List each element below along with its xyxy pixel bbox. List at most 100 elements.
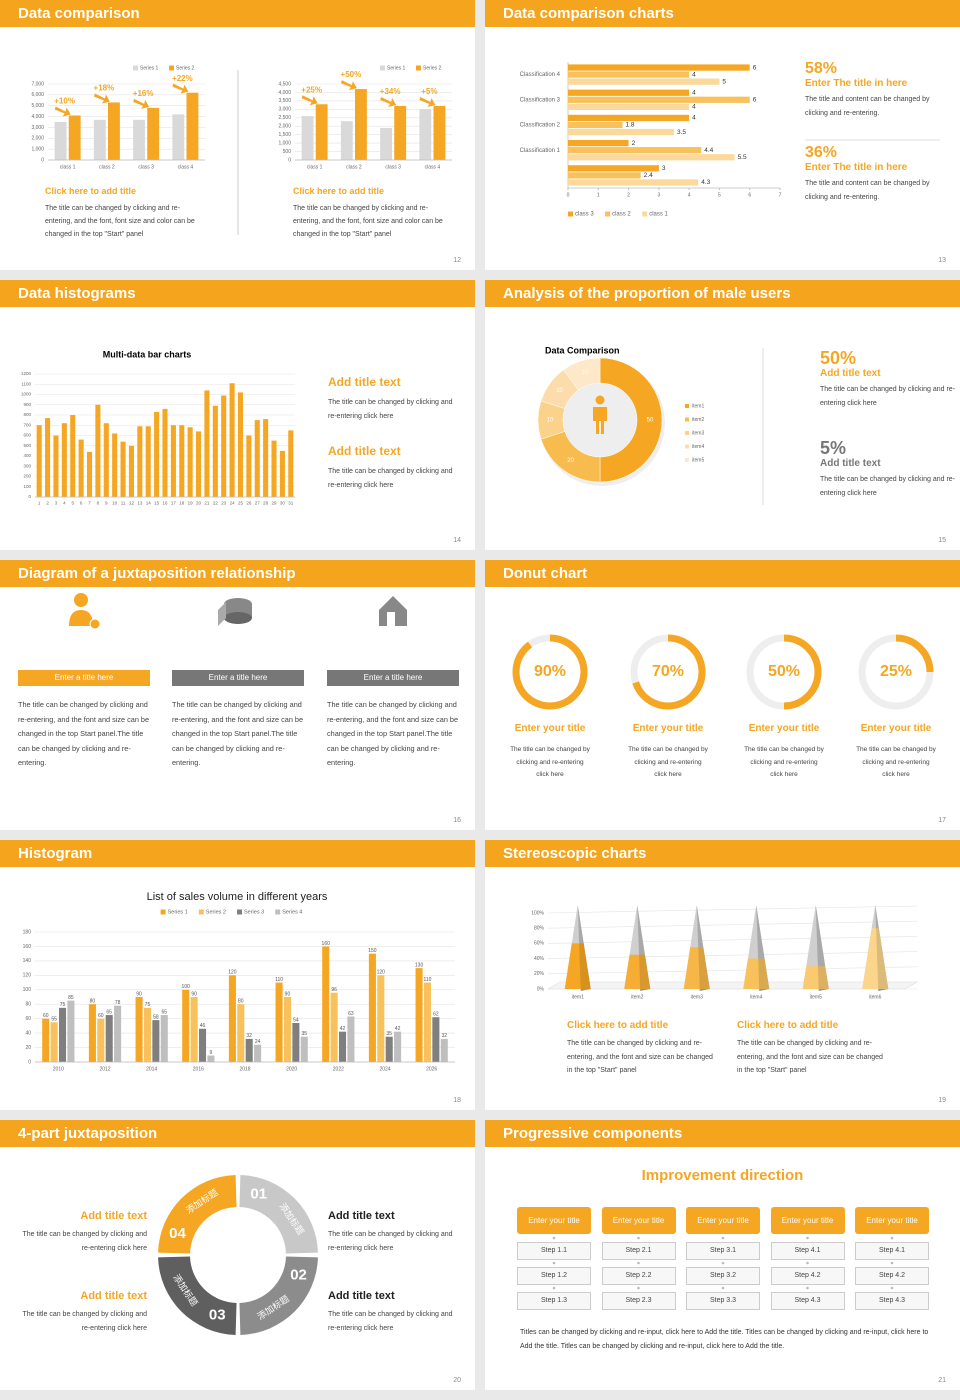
bar (263, 419, 269, 497)
column-text: The title can be changed by clicking and… (510, 746, 590, 778)
legend-swatch (237, 909, 242, 915)
x-tick-label: item1 (572, 994, 584, 1000)
block-text: The title can be changed by clicking and… (22, 1311, 147, 1332)
step: Step 4.2 (855, 1267, 929, 1285)
bar (112, 433, 118, 497)
block-heading: Add title text (328, 375, 401, 389)
bar (568, 114, 690, 122)
bar (271, 440, 277, 497)
block-heading: Add title text (80, 1290, 147, 1302)
bar (128, 445, 134, 497)
y-tick-label: 5,000 (31, 103, 44, 109)
step: Step 3.2 (686, 1267, 760, 1285)
page-number: 16 (453, 817, 461, 824)
ring-arc (632, 634, 706, 710)
step: Step 3.1 (686, 1242, 760, 1260)
x-tick-label: 27 (255, 501, 261, 506)
bar (245, 1038, 253, 1062)
x-tick-label: 2026 (426, 1066, 437, 1072)
page-number: 17 (938, 817, 946, 824)
bar (568, 147, 702, 154)
value-label: 9 (210, 1050, 213, 1056)
category-label: Classification 3 (520, 97, 561, 103)
bar (196, 431, 202, 497)
bar (347, 1016, 355, 1062)
bar (330, 992, 338, 1062)
x-tick-label: 30 (280, 501, 286, 506)
bar (182, 989, 190, 1062)
cone-fill-shade (817, 966, 829, 991)
bar (187, 427, 193, 497)
bar (433, 105, 446, 160)
block-text: The title can be changed by clicking and… (328, 468, 453, 489)
ring-label: 50% (768, 663, 800, 680)
column-heading: Enter your title (748, 723, 820, 734)
bar (42, 1018, 50, 1062)
y-tick-label: 0 (41, 157, 44, 163)
x-tick-label: 16 (162, 501, 168, 506)
connector-dot (806, 1236, 809, 1240)
grid-line (547, 951, 918, 959)
category-label: Classification 2 (520, 123, 561, 129)
bar (275, 982, 283, 1062)
block-text: The title can be changed by clicking and… (328, 1311, 453, 1332)
legend-label: Series 1 (168, 909, 188, 915)
x-tick-label: 3 (657, 192, 660, 198)
y-tick-label: 4,000 (31, 114, 44, 120)
x-tick-label: 2024 (379, 1066, 390, 1072)
value-label: 4.3 (701, 179, 710, 186)
value-label: 42 (340, 1026, 346, 1032)
y-tick-label: 2,000 (31, 136, 44, 142)
bar (108, 102, 120, 160)
ring-label: 70% (652, 663, 684, 680)
slide-graphics: 90% 70% 50% 25% (512, 634, 934, 710)
column-heading: Enter your title (860, 723, 932, 734)
slide-graphics: Data Comparison 50 item1 20 item2 10 item3 10 it… (537, 345, 764, 505)
x-tick-label: 6 (748, 192, 751, 198)
slide: 0 1,000 2,000 3,000 4,000 5,000 6,000 7,000 clas… (0, 0, 475, 270)
x-tick-label: 5 (718, 192, 721, 198)
block-heading: Add title text (328, 1210, 395, 1222)
bar (315, 104, 328, 160)
page-number: 14 (453, 537, 461, 544)
bar (199, 1028, 207, 1062)
slide-title: Data comparison charts (503, 5, 674, 22)
x-tick-label: 26 (246, 501, 252, 506)
x-tick-label: 4 (63, 501, 66, 506)
bar (70, 415, 76, 497)
step-title: Enter your title (770, 1207, 845, 1234)
block-heading: Click here to add title (293, 186, 385, 196)
y-tick-label: 3,000 (31, 125, 44, 131)
x-tick-label: 2014 (146, 1066, 157, 1072)
step: Step 2.3 (601, 1292, 676, 1310)
x-tick-label: 13 (137, 501, 143, 506)
bar (394, 1031, 402, 1062)
bar (568, 78, 720, 85)
connector-dot (552, 1236, 556, 1240)
grid-line (547, 936, 918, 944)
y-tick-label: 100 (23, 484, 31, 489)
legend-swatch (160, 909, 166, 915)
legend-swatch (568, 211, 573, 217)
value-label: 58 (153, 1014, 159, 1020)
value-label: 90 (191, 991, 197, 997)
value-label: 10 (547, 418, 554, 424)
connector-dot (637, 1261, 640, 1265)
step-title: Enter your title (517, 1207, 591, 1234)
value-label: 24 (255, 1039, 261, 1045)
icon (89, 618, 101, 630)
bar (339, 1031, 347, 1062)
value-label: 32 (246, 1033, 252, 1039)
x-tick-label: 20 (196, 501, 202, 506)
slide: Diagram of a juxtaposition relationship 1… (0, 560, 475, 830)
legend-swatch (133, 65, 138, 71)
stat-heading: Enter The title in here (805, 162, 908, 173)
step: Step 1.3 (517, 1292, 591, 1310)
y-tick-label: 1200 (21, 371, 32, 376)
legend-label: item4 (692, 444, 704, 450)
value-label: 20 (567, 458, 574, 464)
y-tick-label: 3,000 (278, 107, 291, 113)
bar (246, 435, 252, 497)
bar (212, 405, 218, 497)
bar (172, 114, 185, 160)
